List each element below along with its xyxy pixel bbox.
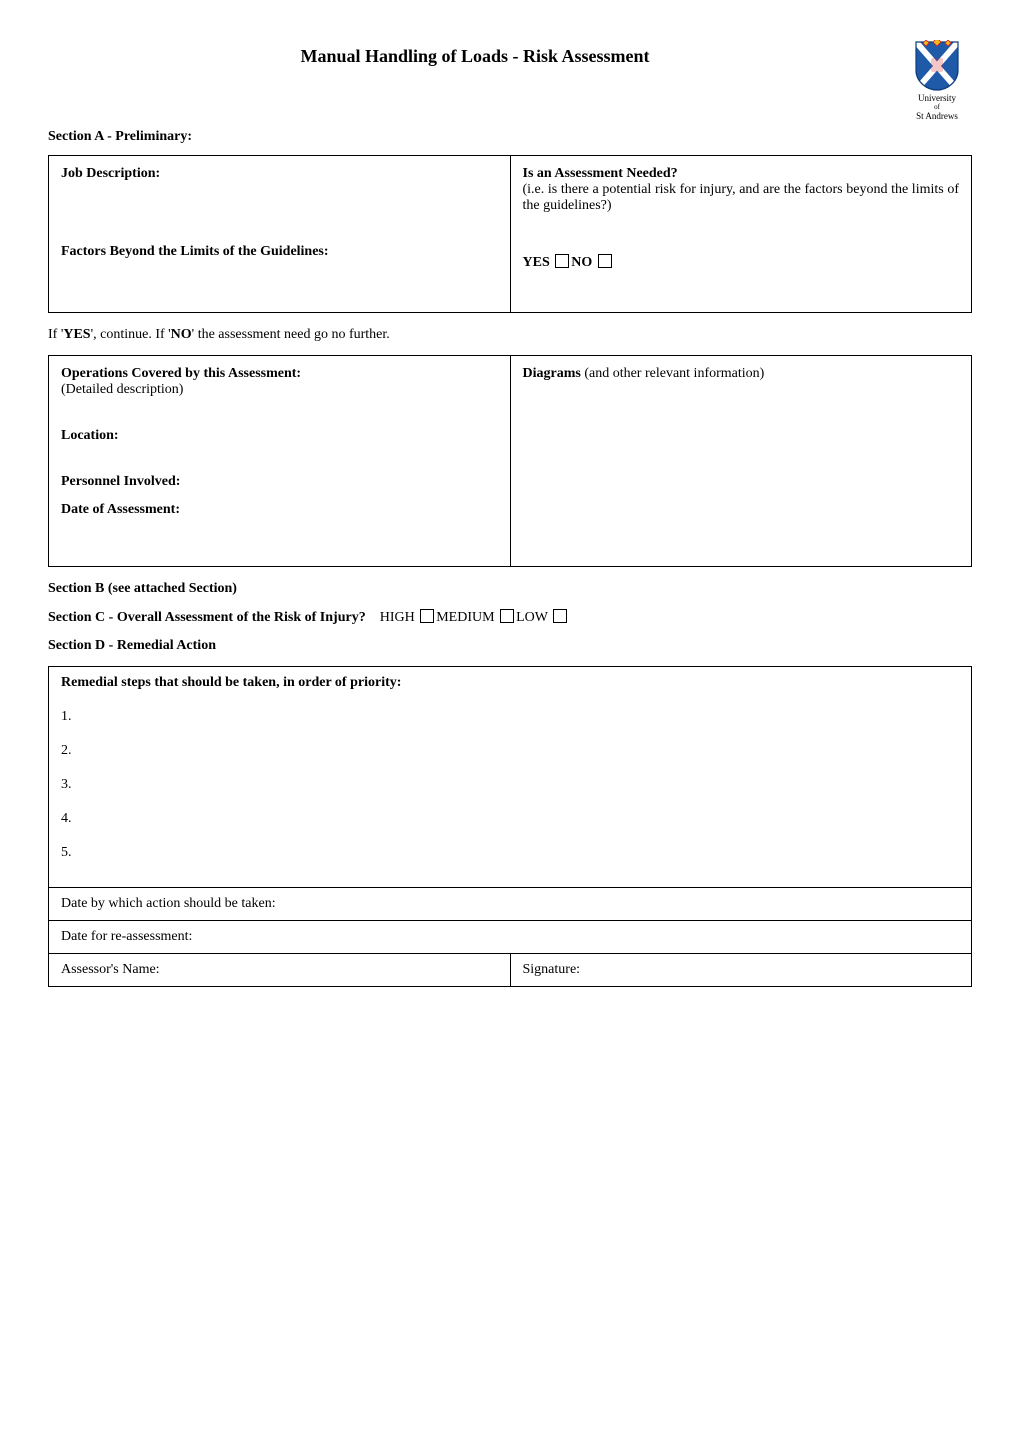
step-2[interactable]: 2. [61,743,959,759]
assessment-needed-hint: (i.e. is there a potential risk for inju… [523,182,960,214]
step-4[interactable]: 4. [61,811,959,827]
high-label: HIGH [380,610,415,625]
medium-label: MEDIUM [436,610,494,625]
yes-label: YES [523,255,550,270]
factors-beyond-label: Factors Beyond the Limits of the Guideli… [61,244,329,259]
operations-label: Operations Covered by this Assessment: [61,366,301,381]
step-5[interactable]: 5. [61,845,959,861]
remedial-header: Remedial steps that should be taken, in … [61,675,401,690]
header-row: Manual Handling of Loads - Risk Assessme… [48,40,972,121]
assessor-name-cell[interactable]: Assessor's Name: [49,954,511,987]
job-description-label: Job Description: [61,166,160,181]
section-c-heading: Section C - Overall Assessment of the Ri… [48,610,366,625]
location-label: Location: [61,428,119,443]
conditional-line: If 'YES', continue. If 'NO' the assessme… [48,327,972,343]
no-label: NO [571,255,592,270]
remedial-table: Remedial steps that should be taken, in … [48,666,972,987]
operations-table: Operations Covered by this Assessment: (… [48,355,972,567]
yes-checkbox[interactable] [555,254,569,268]
section-d-heading: Section D - Remedial Action [48,638,216,653]
university-logo: University of St Andrews [902,40,972,121]
logo-text-3: St Andrews [902,112,972,122]
yes-no-row: YES NO [523,254,960,271]
date-reassess-row[interactable]: Date for re-assessment: [49,921,972,954]
no-checkbox[interactable] [598,254,612,268]
section-c-row: Section C - Overall Assessment of the Ri… [48,609,972,626]
date-assessment-label: Date of Assessment: [61,502,180,517]
medium-checkbox[interactable] [500,609,514,623]
step-1[interactable]: 1. [61,709,959,725]
assessment-needed-label: Is an Assessment Needed? [523,166,678,181]
section-a-table: Job Description: Factors Beyond the Limi… [48,155,972,313]
diagrams-tail: (and other relevant information) [581,366,764,381]
remedial-steps-list: 1. 2. 3. 4. 5. [61,709,959,861]
personnel-label: Personnel Involved: [61,474,180,489]
signature-cell[interactable]: Signature: [510,954,972,987]
section-a-heading: Section A - Preliminary: [48,129,972,145]
low-label: LOW [516,610,548,625]
step-3[interactable]: 3. [61,777,959,793]
date-action-row[interactable]: Date by which action should be taken: [49,888,972,921]
page-title: Manual Handling of Loads - Risk Assessme… [48,40,902,67]
crest-icon [914,40,960,92]
high-checkbox[interactable] [420,609,434,623]
low-checkbox[interactable] [553,609,567,623]
diagrams-label: Diagrams [523,366,581,381]
section-b-heading: Section B (see attached Section) [48,581,237,596]
operations-sub: (Detailed description) [61,382,498,398]
